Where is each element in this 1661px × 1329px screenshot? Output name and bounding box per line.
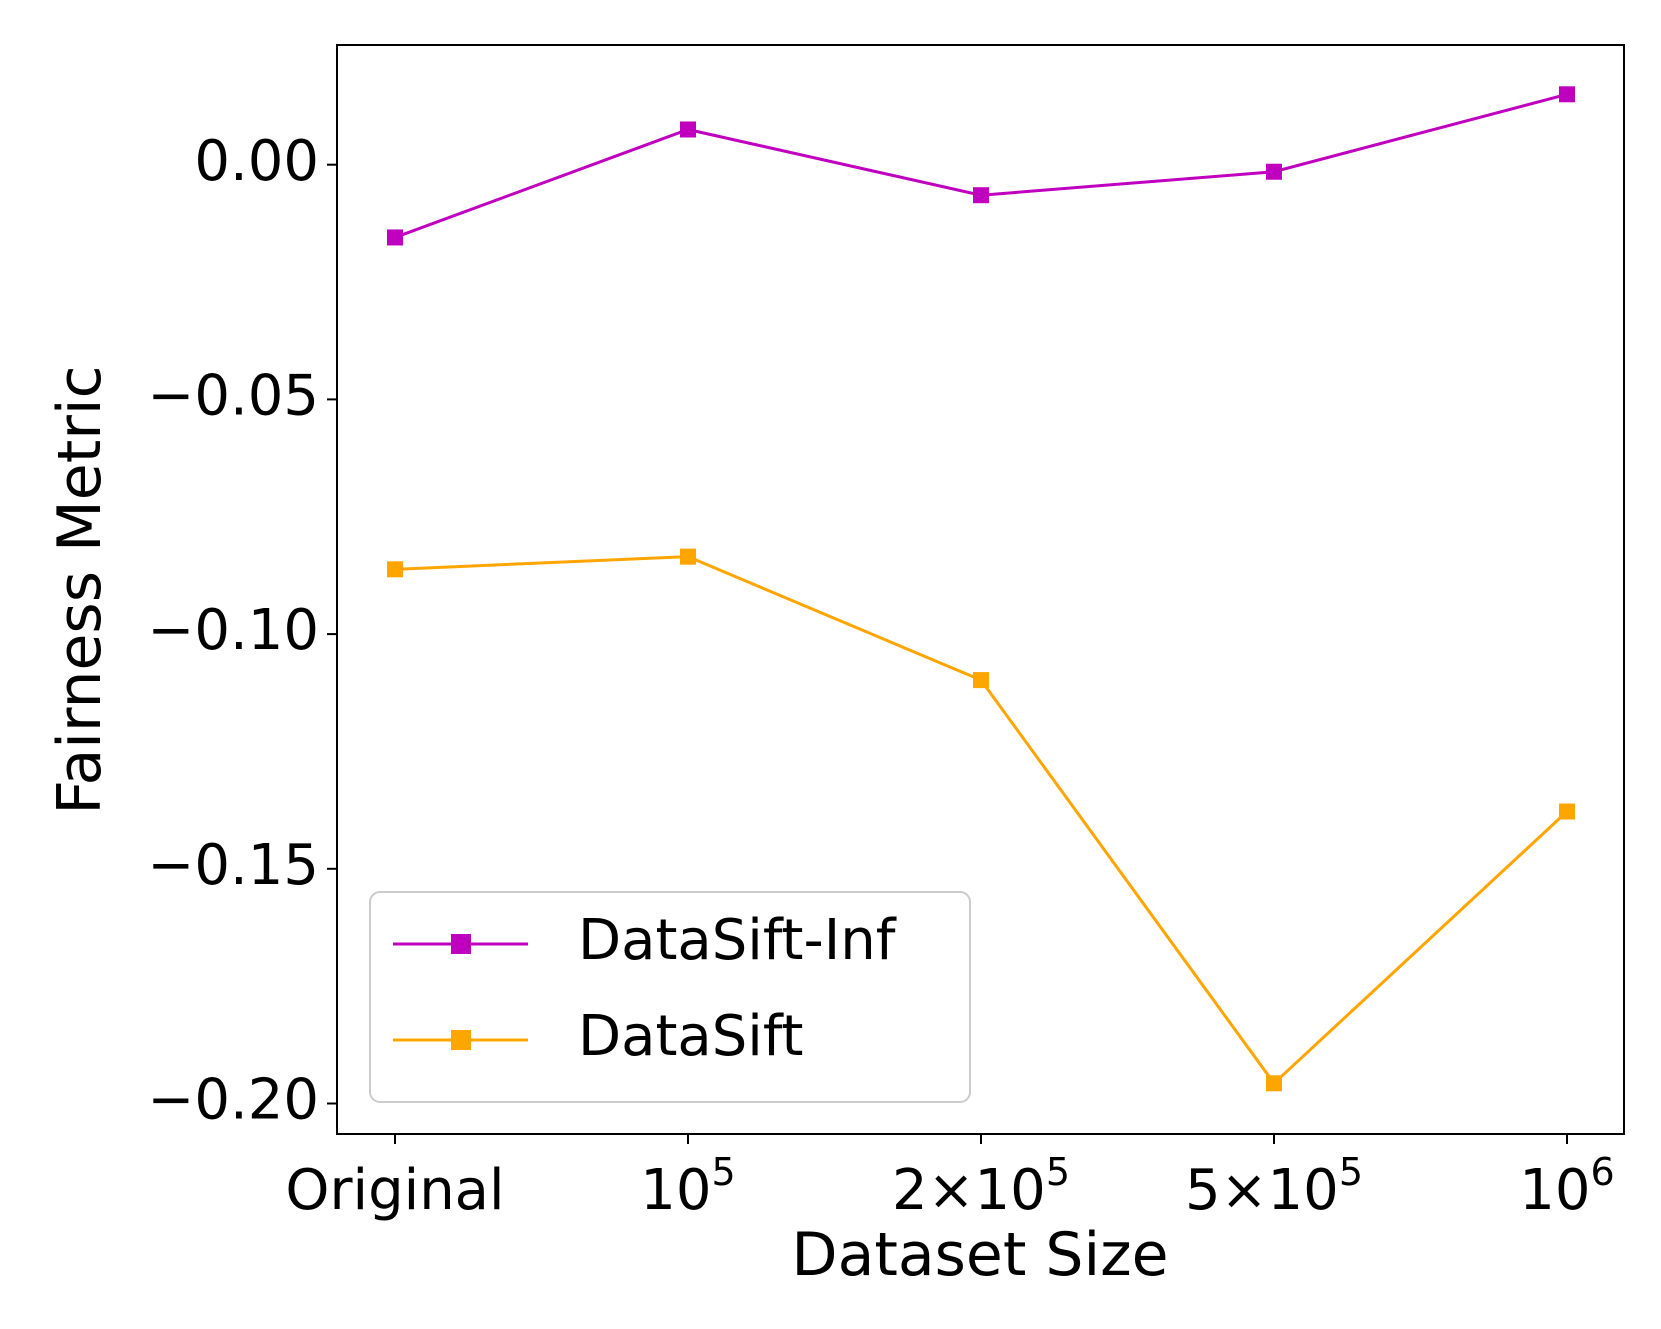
x-tick-label-base: 10 xyxy=(1519,1158,1590,1223)
series-markers-datasift-inf xyxy=(387,86,1575,246)
y-tick-label: −0.15 xyxy=(147,833,319,898)
series-datasift xyxy=(387,548,1575,1092)
x-tick-label: Original xyxy=(285,1158,504,1223)
x-tick-label: 5×105 xyxy=(1185,1150,1363,1223)
y-tick-label: −0.10 xyxy=(147,598,319,663)
x-tick-label-sup: 5 xyxy=(1339,1150,1363,1194)
data-point-marker xyxy=(387,561,403,578)
x-tick-label-sup: 6 xyxy=(1591,1150,1615,1194)
x-axis-title: Dataset Size xyxy=(791,1220,1168,1290)
data-point-marker xyxy=(1559,86,1575,103)
y-tick-label: −0.05 xyxy=(147,364,319,429)
y-tick-label: −0.20 xyxy=(147,1068,319,1133)
legend-label-datasift-inf: DataSift-Inf xyxy=(578,908,897,973)
data-point-marker xyxy=(680,121,696,138)
x-tick-label: 105 xyxy=(640,1150,735,1223)
x-axis: Original 105 2×105 5×105 106 xyxy=(285,1134,1615,1223)
x-tick-label-sup: 5 xyxy=(1046,1150,1070,1194)
series-markers-datasift xyxy=(387,548,1575,1092)
data-point-marker xyxy=(1266,1075,1282,1092)
y-tick-label: 0.00 xyxy=(194,129,319,194)
data-point-marker xyxy=(973,672,989,689)
y-axis-title: Fairness Metric xyxy=(45,365,115,814)
x-tick-label-base: 10 xyxy=(640,1158,711,1223)
legend: DataSift-Inf DataSift xyxy=(369,891,971,1103)
x-tick-label-base: 5×10 xyxy=(1185,1158,1339,1223)
legend-marker-datasift xyxy=(451,1030,471,1050)
series-datasift-inf xyxy=(387,86,1575,246)
data-point-marker xyxy=(680,548,696,565)
data-point-marker xyxy=(387,229,403,246)
legend-marker-datasift-inf xyxy=(451,934,471,954)
x-tick-label-base: 2×10 xyxy=(892,1158,1046,1223)
x-tick-label-sup: 5 xyxy=(712,1150,736,1194)
data-point-marker xyxy=(1266,163,1282,180)
x-tick-label: 106 xyxy=(1519,1150,1614,1223)
data-point-marker xyxy=(1559,803,1575,820)
data-point-marker xyxy=(973,187,989,204)
x-tick-label-base: Original xyxy=(285,1158,504,1223)
y-axis: 0.00 −0.05 −0.10 −0.15 −0.20 xyxy=(147,129,337,1133)
legend-label-datasift: DataSift xyxy=(578,1004,804,1069)
x-tick-label: 2×105 xyxy=(892,1150,1070,1223)
